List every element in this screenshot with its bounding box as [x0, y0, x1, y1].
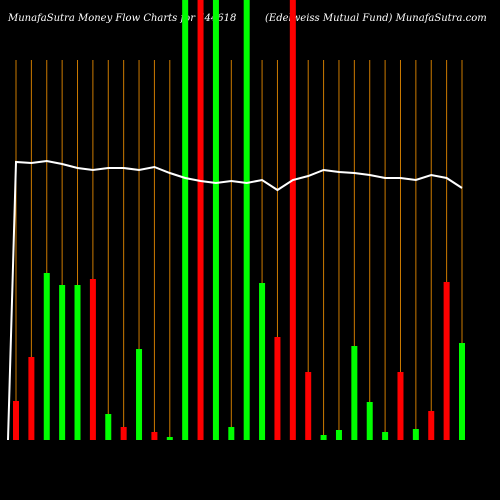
- bar: [136, 349, 143, 440]
- bar: [197, 0, 204, 440]
- bar: [89, 279, 96, 440]
- bar: [105, 414, 112, 440]
- bar: [335, 430, 342, 440]
- bar: [289, 0, 296, 440]
- bar: [182, 0, 189, 440]
- bar: [212, 0, 219, 440]
- bar: [397, 372, 404, 440]
- bar: [151, 432, 158, 440]
- bar: [259, 283, 266, 440]
- bar: [428, 411, 435, 440]
- bar: [13, 401, 19, 440]
- bar: [74, 285, 81, 440]
- chart-subtitle: (Edelweiss Mutual Fund) MunafaSutra.com: [265, 13, 487, 24]
- bar: [243, 0, 250, 440]
- bar: [274, 337, 281, 440]
- bar: [351, 346, 358, 440]
- bar: [120, 427, 127, 440]
- bar: [443, 282, 450, 440]
- bar: [43, 273, 50, 440]
- bar: [382, 432, 389, 440]
- bar: [459, 343, 465, 440]
- bar: [320, 435, 327, 440]
- bar: [412, 429, 419, 440]
- bar: [166, 437, 173, 440]
- bar: [59, 285, 66, 440]
- money-flow-line: [7, 159, 463, 441]
- bar: [305, 372, 312, 440]
- bar: [28, 357, 35, 440]
- chart-title: MunafaSutra Money Flow Charts for 544618: [7, 13, 236, 24]
- bar: [228, 427, 235, 440]
- bar: [366, 402, 373, 440]
